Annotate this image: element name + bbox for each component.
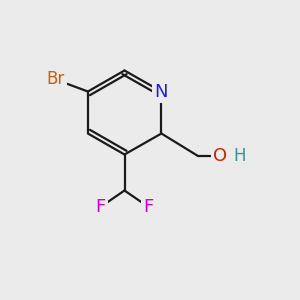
Text: O: O [213, 147, 228, 165]
Text: N: N [155, 82, 168, 100]
Text: F: F [95, 198, 106, 216]
Text: F: F [143, 198, 154, 216]
Text: Br: Br [46, 70, 64, 88]
Text: F: F [143, 198, 154, 216]
Text: F: F [95, 198, 106, 216]
Text: Br: Br [46, 70, 64, 88]
Text: H: H [234, 147, 246, 165]
